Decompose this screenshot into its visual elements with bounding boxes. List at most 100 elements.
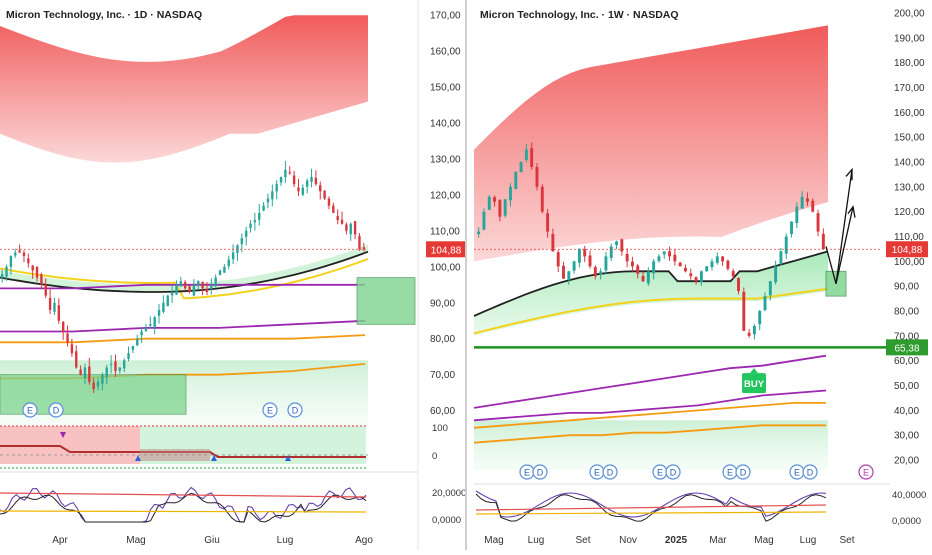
left-y-tick: 100,00 — [430, 262, 461, 273]
left-y-tick: 60,00 — [430, 406, 455, 417]
left-event-marker-text: D — [292, 406, 299, 416]
right-candle — [535, 166, 539, 187]
right-event-marker-text: D — [807, 468, 814, 478]
left-candle — [75, 351, 78, 368]
left-candle — [301, 187, 305, 195]
left-candle — [192, 284, 196, 296]
left-candle — [166, 295, 169, 307]
right-black-ma — [473, 250, 829, 317]
left-candle — [297, 187, 300, 192]
right-candle — [599, 271, 603, 275]
right-candle — [556, 252, 560, 267]
right-x-tick: Set — [839, 535, 854, 546]
right-event-marker-text: E — [794, 468, 800, 478]
left-event-marker: E — [22, 402, 38, 418]
right-sub-red — [475, 504, 827, 511]
left-red-band — [0, 15, 368, 163]
right-candle — [577, 248, 581, 263]
left-y-tick: 80,00 — [430, 334, 455, 345]
left-orange-upper — [0, 334, 366, 344]
right-candle — [784, 236, 788, 254]
left-candle — [83, 367, 87, 378]
left-candle — [214, 277, 217, 287]
left-purple-upper — [0, 283, 365, 290]
left-event-marker-circle — [287, 402, 303, 418]
left-candle — [314, 177, 318, 185]
right-price-tag-label: 104,88 — [892, 245, 923, 256]
left-candle — [205, 288, 209, 292]
left-y-tick: 90,00 — [430, 298, 455, 309]
right-x-tick: Lug — [800, 535, 817, 546]
right-support-tag — [886, 339, 928, 356]
left-candle — [201, 281, 204, 289]
right-candle — [821, 233, 825, 250]
left-osc-band — [140, 449, 210, 461]
left-x-tick: Lug — [277, 535, 294, 546]
left-chart-title: Micron Technology, Inc. · 1D · NASDAQ — [6, 9, 202, 21]
right-event-marker-circle — [532, 464, 548, 480]
left-event-marker-text: E — [27, 406, 33, 416]
left-candle — [118, 367, 122, 371]
left-candle — [327, 198, 331, 206]
left-candle — [218, 270, 222, 275]
right-x-tick: Lug — [528, 535, 545, 546]
left-candle — [53, 302, 56, 312]
right-y-tick: 80,00 — [894, 307, 919, 318]
right-panel — [473, 25, 928, 470]
left-osc-tick: 0 — [432, 451, 437, 462]
right-candle — [503, 199, 507, 216]
left-y-tick: 130,00 — [430, 154, 461, 165]
left-candle — [131, 345, 135, 350]
left-y-tick: 120,00 — [430, 190, 461, 201]
left-candle — [310, 176, 313, 182]
left-candle — [362, 247, 366, 250]
left-event-marker-circle — [262, 402, 278, 418]
left-candle — [332, 205, 335, 213]
right-event-marker: D — [532, 464, 548, 480]
right-candle — [493, 197, 497, 202]
left-y-tick: 150,00 — [430, 83, 461, 94]
left-black-ma — [0, 250, 369, 293]
right-candle — [662, 251, 666, 255]
left-price-tag — [426, 241, 466, 258]
right-event-marker: E — [652, 464, 668, 480]
right-candle — [699, 271, 703, 283]
left-candle — [175, 284, 178, 295]
right-support-tag-label: 65,38 — [894, 343, 919, 354]
right-candle — [790, 221, 793, 235]
left-candle — [0, 274, 4, 278]
right-projection-arrow-1 — [825, 169, 853, 284]
right-candle — [726, 260, 730, 269]
right-red-band — [474, 25, 828, 262]
right-candle — [668, 251, 672, 257]
left-y-tick: 70,00 — [430, 370, 455, 381]
right-candle — [657, 256, 661, 261]
right-candle — [625, 253, 629, 262]
right-candle — [694, 277, 698, 282]
left-candle — [244, 230, 248, 237]
right-candle — [721, 256, 725, 262]
left-candle — [319, 185, 322, 192]
right-candle — [652, 261, 656, 274]
left-candle — [284, 169, 287, 178]
left-candle — [35, 267, 39, 278]
left-candle — [353, 221, 357, 235]
right-event-marker-text: D — [607, 468, 614, 478]
right-y-tick: 90,00 — [894, 282, 919, 293]
right-candle — [583, 249, 587, 257]
left-candle — [358, 236, 361, 249]
right-candle — [779, 251, 783, 265]
right-candle — [630, 261, 634, 267]
right-event-marker-circle — [858, 464, 874, 480]
right-candle — [742, 291, 746, 331]
right-candle — [509, 186, 512, 201]
left-candle — [70, 344, 74, 354]
left-candle — [48, 297, 52, 310]
left-candle — [31, 265, 34, 271]
left-candle — [140, 331, 143, 336]
right-candle — [646, 271, 650, 284]
left-osc-marker-down — [60, 432, 66, 438]
left-candle — [271, 191, 274, 200]
right-y-tick: 190,00 — [894, 33, 925, 44]
